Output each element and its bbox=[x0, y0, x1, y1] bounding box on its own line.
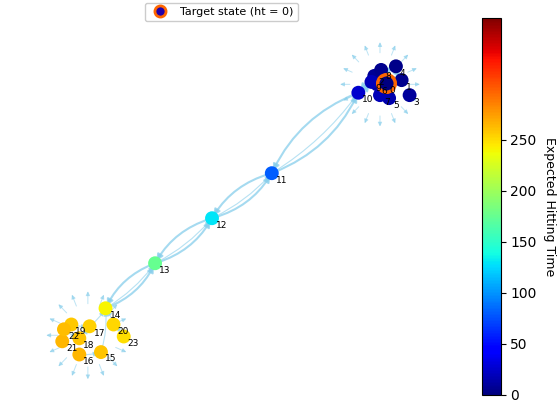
Legend: Target state (ht = 0): Target state (ht = 0) bbox=[145, 3, 298, 21]
Text: 22: 22 bbox=[68, 332, 79, 341]
Point bbox=[381, 80, 390, 87]
Point bbox=[391, 63, 400, 70]
Point bbox=[381, 80, 390, 87]
Y-axis label: Expected Hitting Time: Expected Hitting Time bbox=[543, 136, 556, 276]
Point bbox=[377, 66, 386, 73]
Point bbox=[109, 321, 118, 328]
Text: 18: 18 bbox=[83, 341, 95, 350]
Point bbox=[101, 305, 110, 312]
Text: 3: 3 bbox=[414, 97, 419, 107]
Text: 1: 1 bbox=[405, 82, 412, 92]
Point bbox=[405, 92, 414, 99]
Text: 20: 20 bbox=[118, 327, 129, 336]
Point bbox=[208, 215, 217, 222]
Text: 21: 21 bbox=[66, 344, 78, 353]
Text: 9: 9 bbox=[375, 84, 381, 93]
Text: 16: 16 bbox=[83, 357, 95, 366]
Point bbox=[119, 333, 128, 340]
Point bbox=[370, 73, 379, 79]
Text: 11: 11 bbox=[276, 176, 287, 184]
Text: 2: 2 bbox=[378, 78, 384, 87]
Point bbox=[59, 326, 68, 333]
Text: 6: 6 bbox=[381, 87, 387, 96]
Point bbox=[367, 79, 376, 85]
Text: 19: 19 bbox=[76, 327, 87, 336]
Text: 17: 17 bbox=[94, 329, 105, 338]
Text: 7: 7 bbox=[384, 97, 390, 107]
Point bbox=[75, 335, 84, 341]
Text: 15: 15 bbox=[105, 354, 116, 363]
Text: 8: 8 bbox=[385, 72, 391, 81]
Point bbox=[58, 338, 67, 345]
Point bbox=[397, 77, 406, 84]
Point bbox=[75, 351, 84, 358]
Text: 4: 4 bbox=[400, 69, 405, 78]
Point bbox=[267, 170, 276, 176]
Point bbox=[376, 92, 385, 99]
Text: 10: 10 bbox=[362, 95, 374, 104]
Point bbox=[96, 349, 105, 355]
Point bbox=[67, 321, 76, 328]
Point bbox=[372, 81, 381, 88]
Point bbox=[151, 260, 160, 267]
Text: 0: 0 bbox=[390, 86, 395, 94]
Text: 5: 5 bbox=[393, 100, 399, 110]
Point bbox=[85, 323, 94, 330]
Point bbox=[354, 89, 363, 96]
Text: 23: 23 bbox=[128, 339, 139, 348]
Point bbox=[385, 95, 394, 102]
Text: 13: 13 bbox=[159, 265, 171, 275]
Text: 14: 14 bbox=[110, 311, 121, 320]
Text: 12: 12 bbox=[216, 220, 227, 230]
